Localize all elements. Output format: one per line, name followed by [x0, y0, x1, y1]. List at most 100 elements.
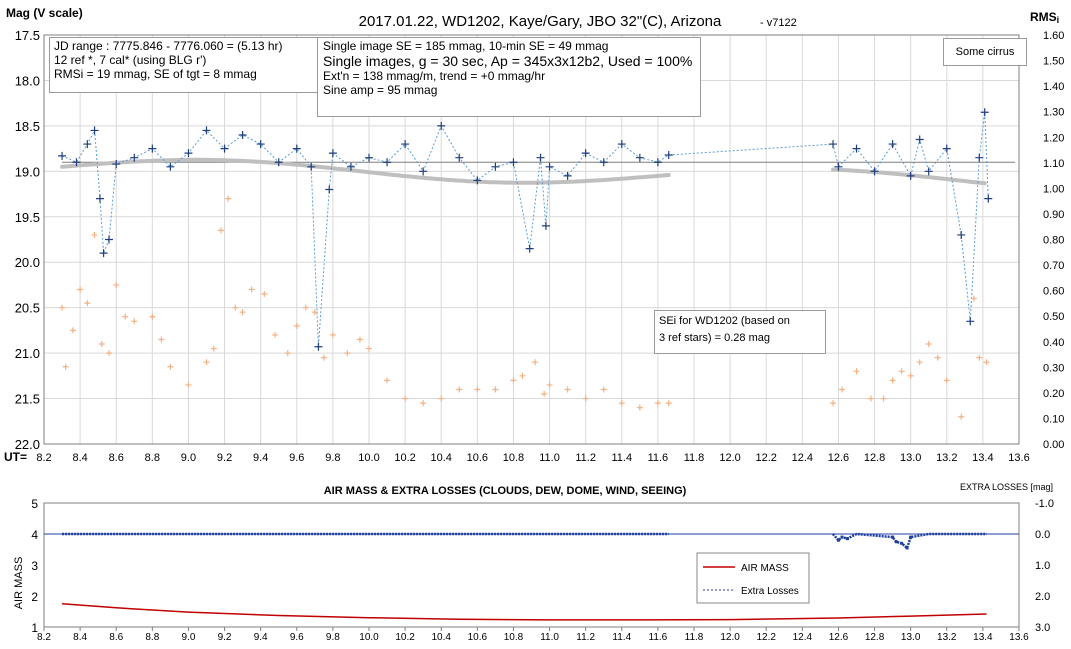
top-x-tick-label: 12.4: [792, 452, 813, 464]
bottom-x-tick-label: 12.0: [720, 632, 740, 643]
target-point: [942, 144, 951, 153]
target-point: [220, 144, 229, 153]
comparison-star-point: [867, 395, 874, 402]
comparison-star-point: [943, 377, 950, 384]
comparison-star-point: [564, 386, 571, 393]
comparison-star-point: [113, 281, 120, 288]
trend-curve: [831, 167, 987, 186]
comparison-star-point: [320, 354, 327, 361]
legend-extra-losses-label: Extra Losses: [741, 586, 799, 597]
top-x-tick-label: 13.4: [972, 452, 993, 464]
target-point: [202, 126, 211, 135]
comparison-star-point: [853, 368, 860, 375]
target-point: [536, 153, 545, 162]
top-x-tick-label: 13.0: [900, 452, 921, 464]
bottom-x-tick-label: 11.0: [540, 632, 559, 643]
top-x-tick-label: 9.2: [217, 452, 232, 464]
target-point: [58, 151, 67, 160]
comparison-star-point: [582, 395, 589, 402]
comparison-star-point: [106, 350, 112, 357]
comparison-star-point: [210, 345, 217, 352]
extra-losses-point: [840, 535, 844, 539]
target-point: [238, 130, 247, 139]
top-y-tick-label: 19.0: [15, 164, 40, 179]
bottom-x-tick-label: 8.4: [73, 632, 87, 643]
top-right-tick-label: 0.40: [1043, 337, 1064, 349]
bottom-x-tick-label: 9.0: [181, 632, 195, 643]
target-point: [473, 176, 482, 185]
target-point: [915, 135, 924, 144]
airmass-line: [62, 603, 987, 621]
top-x-tick-label: 13.6: [1008, 452, 1029, 464]
extra-losses-point: [900, 541, 904, 545]
comparison-star-point: [474, 386, 481, 393]
top-x-tick-label: 9.4: [253, 452, 268, 464]
top-x-tick-label: 10.4: [431, 452, 452, 464]
info-single-se: Single image SE = 185 mmag, 10-min SE = …: [323, 39, 609, 53]
comparison-star-point: [532, 359, 539, 366]
bottom-right-tick-label: -1.0: [1035, 498, 1054, 510]
comparison-star-point: [976, 354, 983, 361]
comparison-star-point: [898, 368, 905, 375]
comparison-star-point: [158, 336, 165, 343]
comparison-star-point: [665, 400, 672, 407]
target-point: [166, 162, 175, 171]
bottom-x-tick-label: 8.2: [37, 632, 51, 643]
bottom-right-tick-label: 1.0: [1035, 560, 1050, 572]
top-y-tick-label: 20.0: [15, 255, 40, 270]
target-point: [184, 149, 193, 158]
comparison-star-point: [131, 318, 138, 325]
bottom-x-tick-label: 10.6: [468, 632, 488, 643]
top-x-tick-label: 8.8: [145, 452, 160, 464]
top-right-tick-label: 1.40: [1043, 81, 1064, 93]
comparison-star-point: [122, 313, 129, 320]
target-point: [148, 144, 157, 153]
top-right-tick-label: 0.80: [1043, 235, 1064, 247]
top-plot-series: [58, 108, 993, 420]
target-point: [383, 158, 392, 167]
target-point: [256, 140, 265, 149]
top-right-tick-label: 1.60: [1043, 30, 1064, 42]
bottom-y-tick-label: 1: [31, 621, 38, 635]
comparison-star-point: [232, 304, 239, 311]
target-point: [581, 149, 590, 158]
comparison-star-point: [654, 400, 661, 407]
top-y-tick-label: 22.0: [15, 437, 40, 452]
top-chart-version: - v7122: [760, 17, 797, 29]
top-y-tick-label: 19.5: [15, 210, 40, 225]
top-x-tick-label: 10.2: [394, 452, 415, 464]
target-point: [307, 162, 316, 171]
comparison-star-point: [830, 400, 837, 407]
extra-losses-point: [909, 535, 913, 539]
trend-curve: [60, 157, 671, 185]
comparison-star-point: [366, 345, 372, 352]
top-plot-border: [43, 34, 1020, 445]
bottom-x-tick-label: 13.6: [1009, 632, 1029, 643]
top-x-tick-label: 10.8: [503, 452, 524, 464]
top-y-tick-label: 18.0: [15, 73, 40, 88]
comparison-star-point: [98, 341, 105, 348]
top-x-tick-label: 8.4: [72, 452, 87, 464]
bottom-left-axis-label: AIR MASS: [13, 557, 25, 610]
comparison-star-point: [983, 359, 990, 366]
bottom-y-tick-label: 5: [31, 497, 38, 511]
bottom-x-tick-label: 8.8: [145, 632, 159, 643]
extra-losses-point: [845, 537, 849, 541]
top-x-tick-label: 11.0: [539, 452, 560, 464]
bottom-x-tick-label: 11.2: [576, 632, 595, 643]
target-point: [924, 167, 933, 176]
target-point: [90, 126, 99, 135]
target-point: [346, 162, 355, 171]
comparison-star-point: [59, 304, 66, 311]
bottom-x-tick-label: 11.4: [612, 632, 631, 643]
top-right-tick-label: 1.20: [1043, 132, 1064, 144]
left-axis-label: Mag (V scale): [6, 6, 83, 20]
bottom-x-tick-label: 13.4: [973, 632, 993, 643]
bottom-x-tick-label: 9.6: [290, 632, 304, 643]
target-point: [888, 140, 897, 149]
comparison-star-point: [618, 400, 625, 407]
target-point: [419, 167, 428, 176]
top-x-tick-label: 10.6: [467, 452, 488, 464]
comparison-star-point: [77, 286, 84, 293]
top-right-tick-label: 0.30: [1043, 362, 1064, 374]
